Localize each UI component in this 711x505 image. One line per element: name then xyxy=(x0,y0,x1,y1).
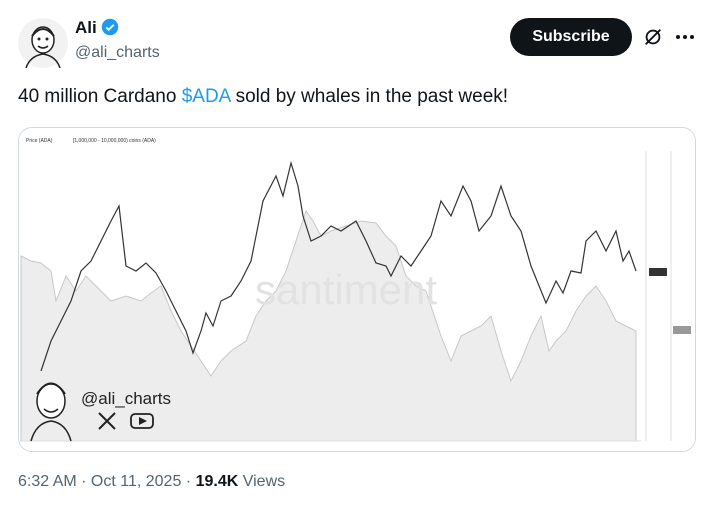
author-handle[interactable]: @ali_charts xyxy=(75,44,160,61)
price-line xyxy=(40,160,637,372)
post-meta: 6:32 AM · Oct 11, 2025 · 19.4K Views xyxy=(18,473,285,491)
author-name-text[interactable]: Ali xyxy=(75,18,97,37)
signature: @ali_charts xyxy=(81,389,171,408)
views-label: Views xyxy=(238,473,286,490)
verified-badge xyxy=(102,18,119,36)
signature-avatar xyxy=(30,382,72,442)
post-text-part: sold by whales in the past week! xyxy=(230,86,509,107)
post-image[interactable]: Price (ADA) [1,000,000 - 10,000,000) coi… xyxy=(18,127,696,452)
whale-marker xyxy=(673,326,691,334)
youtube-play xyxy=(139,417,147,425)
legend-price: Price (ADA) xyxy=(26,138,53,144)
post-text: 40 million Cardano $ADA sold by whales i… xyxy=(18,86,508,108)
chart-image: Price (ADA) [1,000,000 - 10,000,000) coi… xyxy=(19,128,695,451)
whale-area xyxy=(20,209,637,442)
post-text-part: 40 million Cardano xyxy=(18,86,182,107)
avatar[interactable] xyxy=(18,18,68,68)
author-name[interactable]: Ali xyxy=(75,18,119,38)
timestamp[interactable]: 6:32 AM · Oct 11, 2025 · xyxy=(18,473,196,490)
views-count: 19.4K xyxy=(195,473,239,490)
more-menu[interactable] xyxy=(674,28,696,46)
x-logo xyxy=(98,412,116,430)
price-marker xyxy=(649,268,667,276)
legend-whales: [1,000,000 - 10,000,000) coins (ADA) xyxy=(73,138,156,144)
grok-icon[interactable] xyxy=(642,26,664,48)
cashtag[interactable]: $ADA xyxy=(181,86,231,107)
watermark: santiment xyxy=(255,266,437,313)
youtube-logo xyxy=(130,413,154,429)
subscribe-button[interactable]: Subscribe xyxy=(510,18,632,56)
